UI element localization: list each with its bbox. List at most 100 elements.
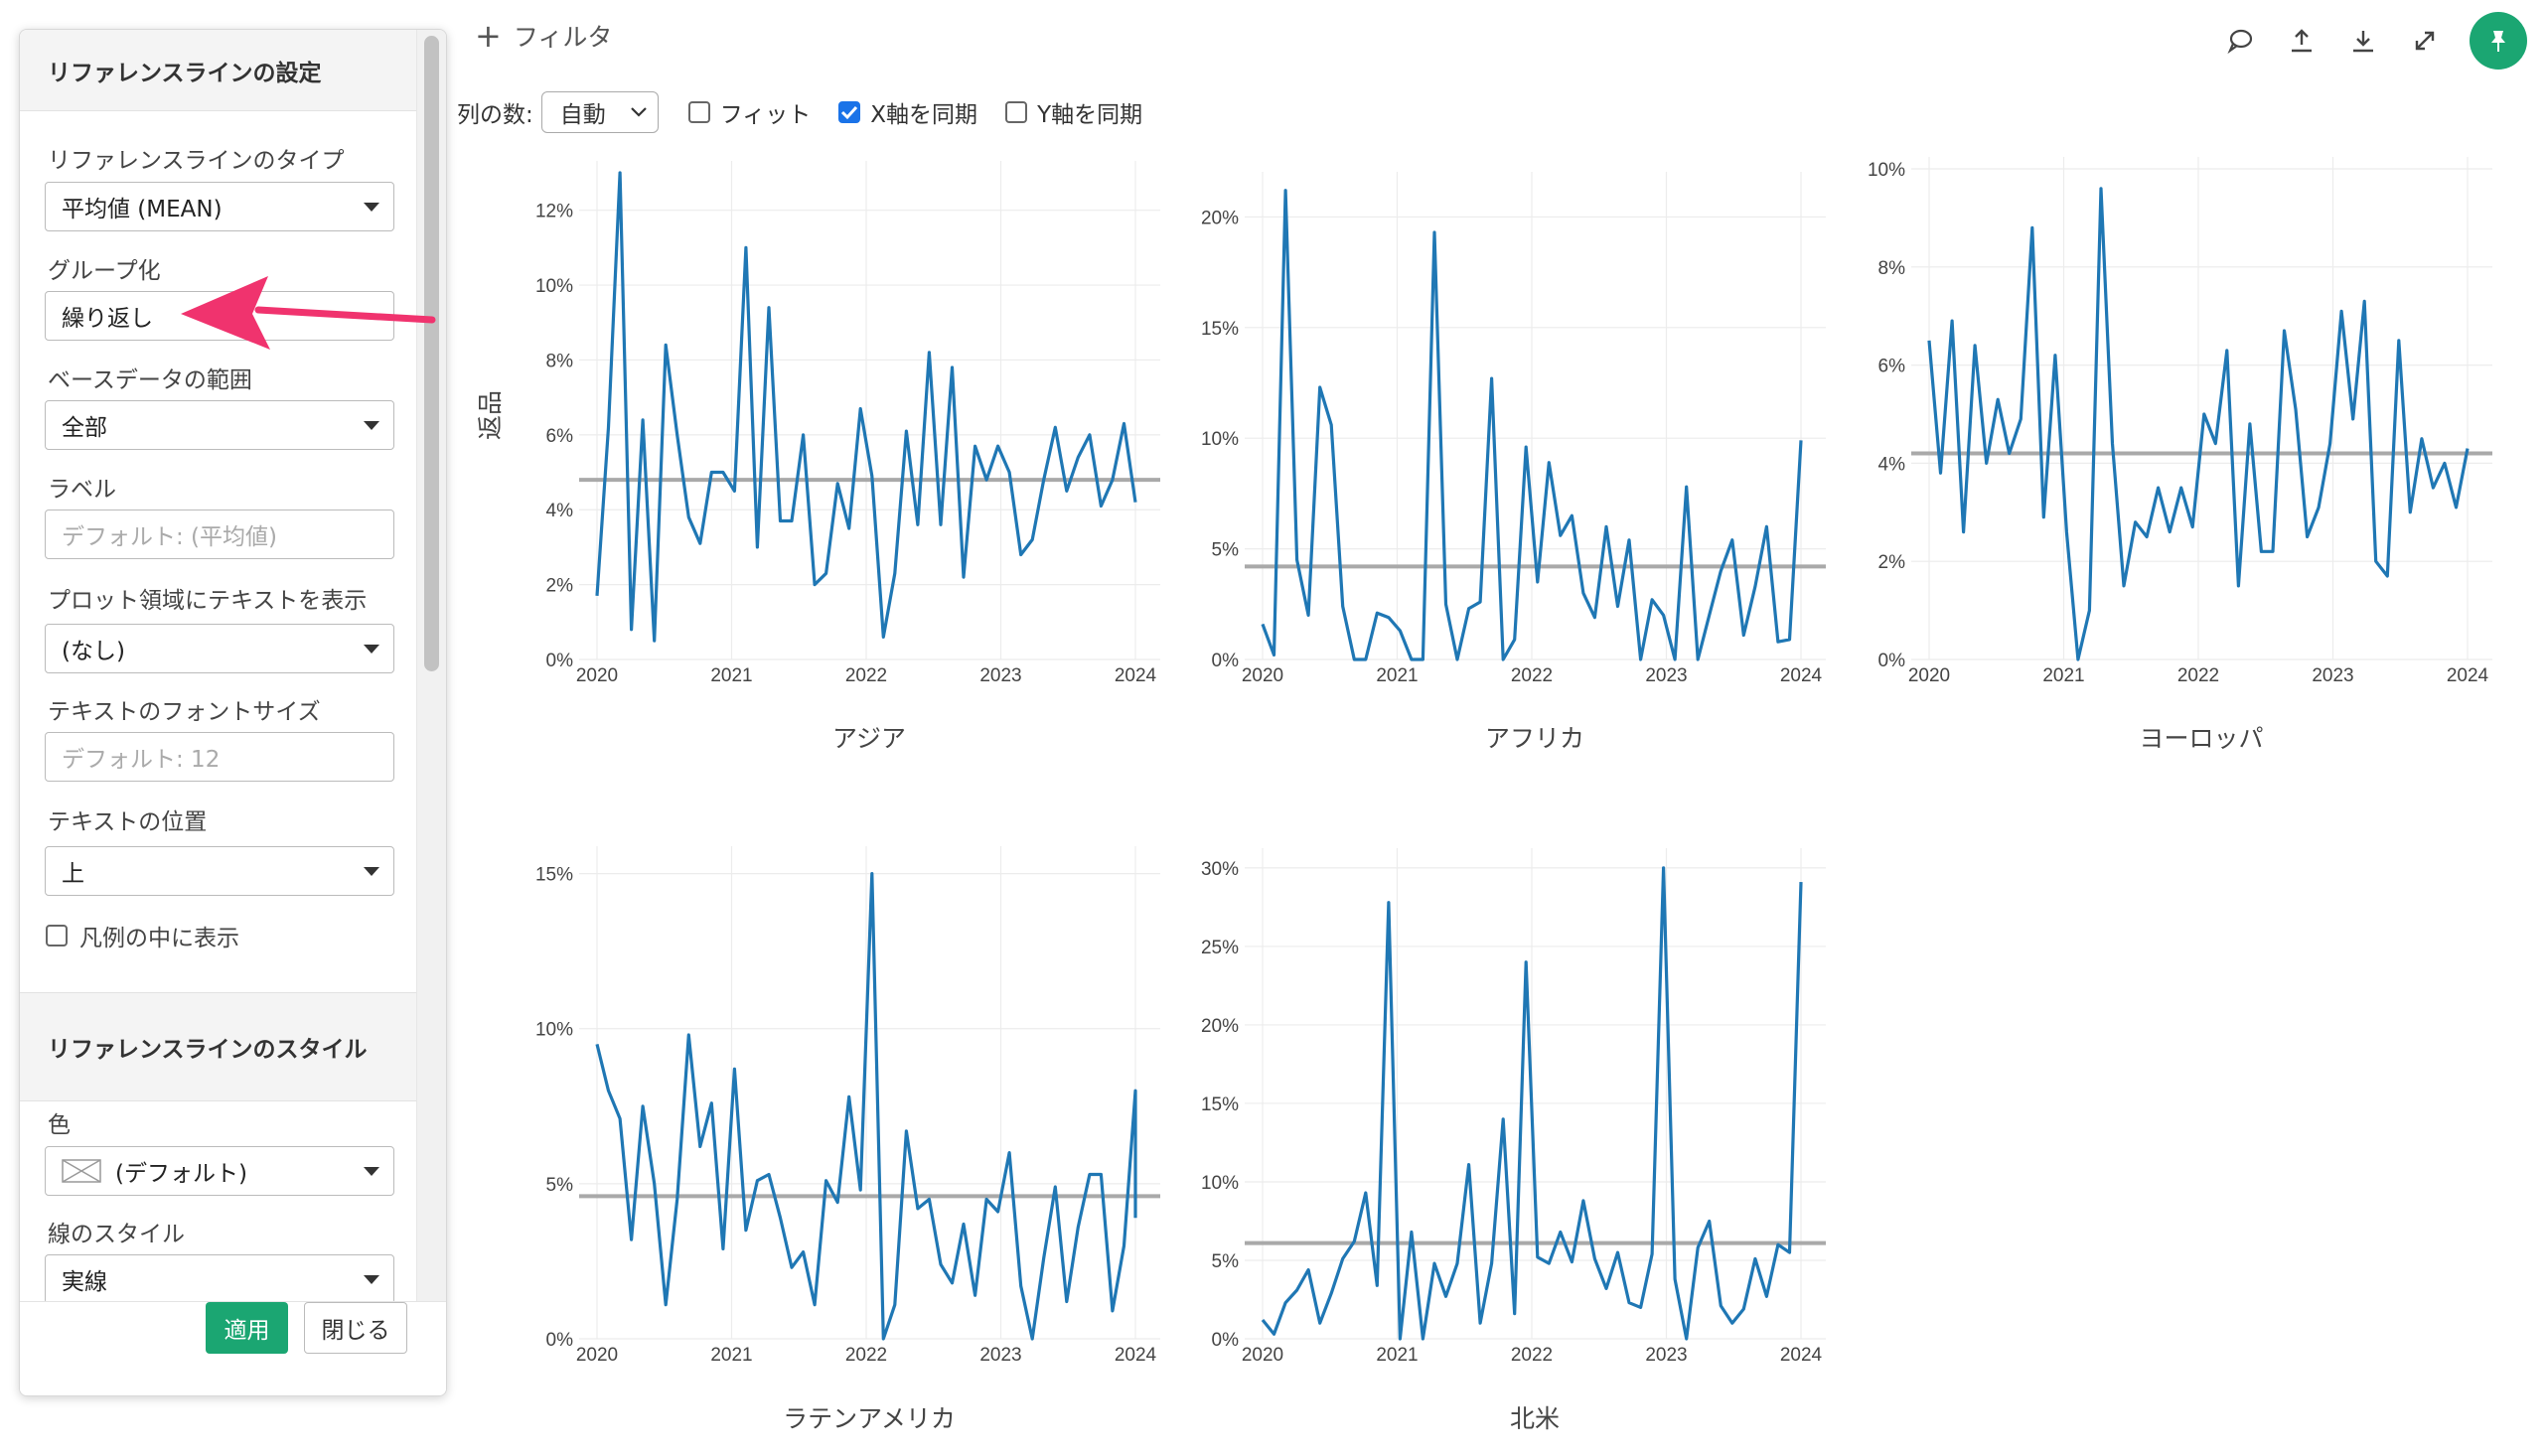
type-value: 平均値 (MEAN)	[62, 197, 223, 222]
chevron-down-icon	[630, 107, 647, 117]
x-tick-label: 2020	[1242, 665, 1283, 686]
y-tick-label: 6%	[1878, 357, 1906, 377]
y-tick-label: 10%	[535, 1020, 573, 1041]
x-tick-label: 2023	[1645, 1345, 1687, 1366]
sync-x-label: X軸を同期	[870, 102, 978, 128]
caret-down-icon	[364, 420, 379, 430]
font-size-input[interactable]: デフォルト: 12	[45, 732, 394, 782]
x-tick-label: 2022	[2177, 665, 2219, 686]
y-tick-label: 4%	[546, 501, 574, 521]
y-tick-label: 8%	[546, 351, 574, 371]
sync-y-checkbox-box[interactable]	[1005, 101, 1028, 123]
facet-title: 北米	[1510, 1404, 1560, 1433]
type-label: リファレンスラインのタイプ	[48, 148, 345, 174]
sync-y-checkbox[interactable]: Y軸を同期	[1005, 95, 1142, 129]
upload-icon[interactable]	[2285, 24, 2319, 58]
x-tick-label: 2024	[1780, 665, 1823, 686]
line-style-value: 実線	[62, 1269, 107, 1295]
x-tick-label: 2023	[1645, 665, 1687, 686]
legend-label: 凡例の中に表示	[79, 926, 239, 951]
group-value: 繰り返し	[62, 306, 153, 332]
columns-label: 列の数:	[457, 102, 533, 128]
panel-scrollbar-thumb[interactable]	[424, 36, 439, 671]
facet-title: ラテンアメリカ	[783, 1404, 956, 1433]
base-range-select[interactable]: 全部	[45, 400, 394, 450]
series-line	[1261, 189, 1803, 661]
color-select[interactable]: (デフォルト)	[45, 1146, 394, 1196]
y-tick-label: 0%	[546, 651, 574, 671]
sync-x-checkbox-box[interactable]	[838, 101, 861, 123]
y-tick-label: 10%	[1201, 1173, 1239, 1194]
y-tick-label: 30%	[1201, 859, 1239, 880]
y-tick-label: 15%	[1201, 319, 1239, 340]
y-tick-label: 0%	[546, 1330, 574, 1351]
sync-x-checkbox[interactable]: X軸を同期	[838, 95, 977, 129]
x-tick-label: 2022	[1511, 1345, 1553, 1366]
facet-title: アフリカ	[1485, 724, 1584, 753]
fit-checkbox-box[interactable]	[687, 101, 710, 123]
download-icon[interactable]	[2346, 24, 2380, 58]
plus-icon: +	[475, 17, 502, 55]
x-tick-label: 2022	[845, 1345, 887, 1366]
y-tick-label: 0%	[1878, 651, 1906, 671]
y-tick-label: 5%	[546, 1175, 574, 1196]
columns-value: 自動	[559, 102, 606, 128]
color-label: 色	[48, 1112, 71, 1138]
x-tick-label: 2021	[710, 665, 752, 686]
y-tick-label: 5%	[1212, 540, 1240, 561]
add-filter-button[interactable]: + フィルタ	[475, 16, 612, 56]
base-range-label: ベースデータの範囲	[48, 367, 252, 393]
x-tick-label: 2020	[1242, 1345, 1283, 1366]
apply-button[interactable]: 適用	[206, 1302, 288, 1354]
fit-checkbox[interactable]: フィット	[687, 95, 812, 129]
line-style-label: 線のスタイル	[48, 1222, 185, 1247]
close-button[interactable]: 閉じる	[304, 1302, 407, 1354]
x-tick-label: 2022	[845, 665, 887, 686]
group-label: グループ化	[48, 258, 161, 284]
filter-label: フィルタ	[513, 23, 613, 52]
y-tick-label: 25%	[1201, 938, 1239, 958]
show-text-label: プロット領域にテキストを表示	[48, 588, 368, 614]
expand-icon[interactable]	[2408, 24, 2442, 58]
columns-select[interactable]: 自動	[540, 91, 659, 133]
sync-y-label: Y軸を同期	[1037, 102, 1143, 128]
y-tick-label: 10%	[1868, 160, 1905, 181]
color-swatch-icon	[62, 1159, 101, 1183]
pin-icon[interactable]	[2470, 12, 2527, 70]
y-tick-label: 5%	[1212, 1251, 1240, 1272]
type-select[interactable]: 平均値 (MEAN)	[45, 182, 394, 231]
x-tick-label: 2024	[2447, 665, 2489, 686]
caret-down-icon	[364, 202, 379, 212]
x-tick-label: 2020	[576, 665, 618, 686]
text-position-value: 上	[62, 861, 84, 887]
y-tick-label: 10%	[1201, 429, 1239, 450]
y-axis-label: 返品	[476, 390, 505, 440]
reference-line-settings-panel: リファレンスラインの設定 リファレンスラインのタイプ 平均値 (MEAN) グル…	[19, 29, 447, 1396]
show-text-value: (なし)	[62, 639, 125, 664]
fit-label: フィット	[719, 102, 812, 128]
legend-checkbox[interactable]: 凡例の中に表示	[46, 919, 239, 952]
x-tick-label: 2020	[1908, 665, 1950, 686]
x-tick-label: 2022	[1511, 665, 1553, 686]
x-tick-label: 2021	[710, 1345, 752, 1366]
y-tick-label: 15%	[1201, 1094, 1239, 1115]
y-tick-label: 2%	[546, 576, 574, 597]
line-style-select[interactable]: 実線	[45, 1254, 394, 1304]
annotation-arrow-icon	[181, 276, 436, 350]
show-text-select[interactable]: (なし)	[45, 624, 394, 673]
y-tick-label: 20%	[1201, 208, 1239, 228]
x-tick-label: 2023	[979, 665, 1021, 686]
y-tick-label: 6%	[546, 426, 574, 447]
legend-checkbox-box[interactable]	[46, 925, 68, 946]
text-position-label: テキストの位置	[48, 809, 208, 835]
facet-title: アジア	[832, 724, 906, 753]
y-tick-label: 10%	[535, 276, 573, 297]
y-tick-label: 8%	[1878, 258, 1906, 279]
comment-icon[interactable]	[2223, 24, 2257, 58]
y-tick-label: 2%	[1878, 552, 1906, 573]
x-tick-label: 2023	[2312, 665, 2353, 686]
color-value: (デフォルト)	[115, 1161, 247, 1187]
label-input[interactable]: デフォルト: (平均値)	[45, 510, 394, 559]
panel-scrollbar[interactable]	[416, 30, 446, 1301]
text-position-select[interactable]: 上	[45, 846, 394, 896]
